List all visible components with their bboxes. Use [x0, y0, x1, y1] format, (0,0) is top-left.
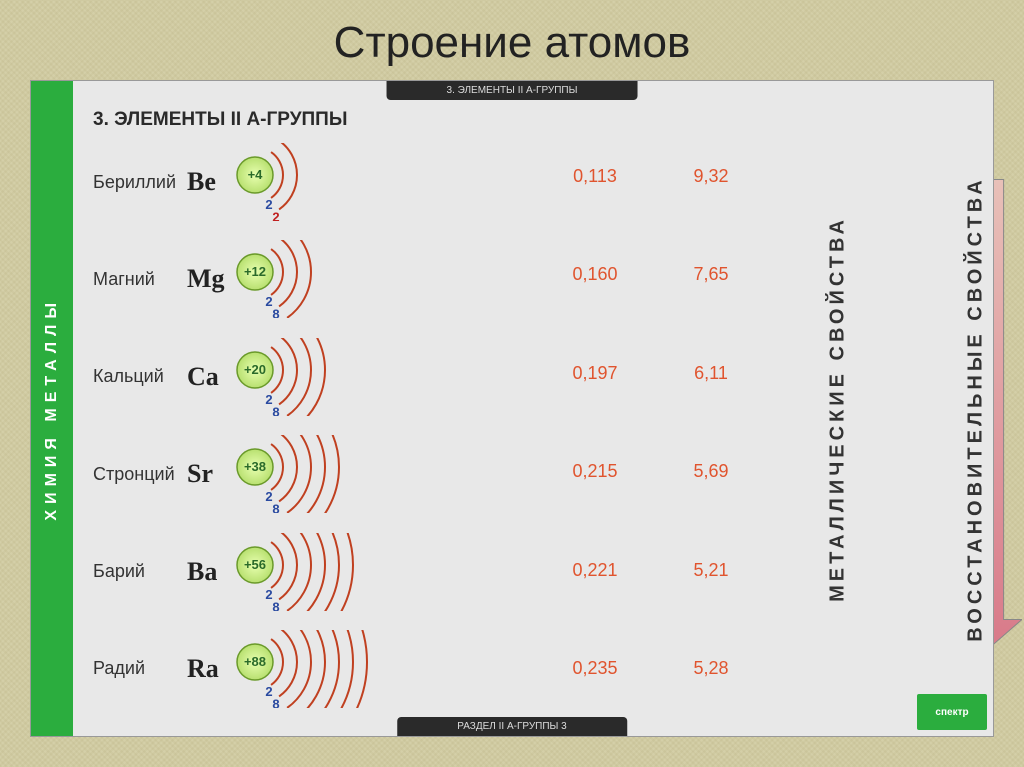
- radius-value: 0,197: [541, 334, 649, 412]
- svg-text:8: 8: [272, 599, 279, 611]
- svg-text:2: 2: [272, 209, 279, 221]
- ioniz-value: 6,11: [657, 334, 765, 412]
- element-name: Барий: [93, 561, 187, 582]
- element-row: БериллийBe+422: [93, 143, 533, 221]
- radius-value: 0,113: [541, 137, 649, 215]
- content-sheet: 3. ЭЛЕМЕНТЫ II А-ГРУППЫ БериллийBe+422Ма…: [93, 109, 969, 708]
- top-tab: 3. ЭЛЕМЕНТЫ II А-ГРУППЫ: [387, 81, 638, 100]
- element-name: Бериллий: [93, 172, 187, 193]
- radius-value: 0,160: [541, 236, 649, 314]
- svg-text:8: 8: [272, 502, 279, 514]
- bottom-tab: РАЗДЕЛ II А-ГРУППЫ 3: [397, 717, 627, 736]
- shell-diagram: +5628181882: [233, 533, 513, 611]
- ioniz-value: 5,28: [657, 630, 765, 708]
- element-symbol: Ba: [187, 557, 233, 587]
- element-symbol: Mg: [187, 264, 233, 294]
- radius-value: 0,221: [541, 531, 649, 609]
- section-title: 3. ЭЛЕМЕНТЫ II А-ГРУППЫ: [93, 109, 533, 131]
- svg-text:+4: +4: [248, 167, 264, 182]
- ioniz-value: 7,65: [657, 236, 765, 314]
- element-name: Кальций: [93, 366, 187, 387]
- shell-diagram: +12282: [233, 240, 513, 318]
- element-row: КальцийCa+202882: [93, 338, 533, 416]
- reductive-label: ВОССТАНОВИТЕЛЬНЫЕ СВОЙСТВА: [965, 176, 988, 641]
- element-name: Магний: [93, 269, 187, 290]
- metallic-label: МЕТАЛЛИЧЕСКИЕ СВОЙСТВА: [827, 216, 850, 602]
- poster-frame: 3. ЭЛЕМЕНТЫ II А-ГРУППЫ РАЗДЕЛ II А-ГРУП…: [30, 80, 994, 737]
- shell-diagram: +202882: [233, 338, 513, 416]
- svg-text:+56: +56: [244, 557, 266, 572]
- radius-value: 0,215: [541, 433, 649, 511]
- ionization-column: Энергия ионизации, эВ 9,327,656,115,695,…: [657, 109, 765, 708]
- metallic-column: МЕТАЛЛИЧЕСКИЕ СВОЙСТВА: [773, 109, 903, 708]
- element-name: Стронций: [93, 464, 187, 485]
- element-name: Радий: [93, 658, 187, 679]
- radius-column: Радиус атома, нм 0,1130,1600,1970,2150,2…: [541, 109, 649, 708]
- element-symbol: Ca: [187, 362, 233, 392]
- svg-text:+38: +38: [244, 459, 266, 474]
- ioniz-value: 5,21: [657, 531, 765, 609]
- element-rows: БериллийBe+422МагнийMg+12282КальцийCa+20…: [93, 143, 533, 708]
- page-title: Строение атомов: [0, 18, 1024, 68]
- shell-diagram: +422: [233, 143, 513, 221]
- svg-text:+12: +12: [244, 264, 266, 279]
- title-bar: Строение атомов: [0, 0, 1024, 80]
- svg-text:8: 8: [272, 404, 279, 416]
- element-symbol: Ra: [187, 654, 233, 684]
- ionization-values: 9,32 7,65 6,11 5,69 5,21 5,28: [657, 137, 765, 708]
- reductive-column: ВОССТАНОВИТЕЛЬНЫЕ СВОЙСТВА: [911, 109, 1024, 708]
- svg-text:8: 8: [272, 696, 279, 708]
- ioniz-value: 5,69: [657, 433, 765, 511]
- element-symbol: Be: [187, 167, 233, 197]
- element-row: РадийRa+882818321882: [93, 630, 533, 708]
- left-strip-text: ХИМИЯ МЕТАЛЛЫ: [43, 297, 61, 521]
- svg-text:+20: +20: [244, 362, 266, 377]
- left-strip: ХИМИЯ МЕТАЛЛЫ: [31, 81, 73, 736]
- svg-text:+88: +88: [244, 654, 266, 669]
- svg-text:8: 8: [272, 307, 279, 319]
- element-symbol: Sr: [187, 459, 233, 489]
- radius-value: 0,235: [541, 630, 649, 708]
- elements-column: 3. ЭЛЕМЕНТЫ II А-ГРУППЫ БериллийBe+422Ма…: [93, 109, 533, 708]
- element-row: МагнийMg+12282: [93, 240, 533, 318]
- element-row: БарийBa+5628181882: [93, 533, 533, 611]
- radius-values: 0,113 0,160 0,197 0,215 0,221 0,235: [541, 137, 649, 708]
- shell-diagram: +882818321882: [233, 630, 513, 708]
- shell-diagram: +38281882: [233, 435, 513, 513]
- ioniz-value: 9,32: [657, 137, 765, 215]
- element-row: СтронцийSr+38281882: [93, 435, 533, 513]
